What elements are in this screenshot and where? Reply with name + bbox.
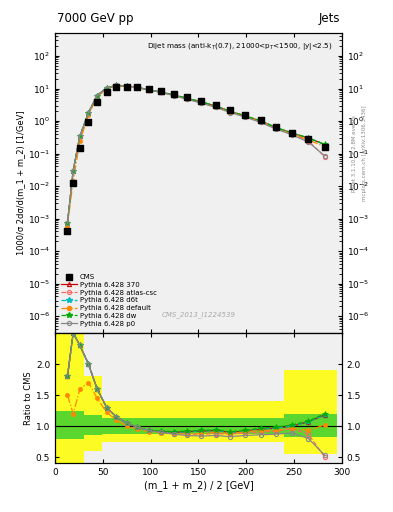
Point bbox=[273, 123, 279, 131]
Point bbox=[198, 97, 204, 105]
Y-axis label: 1000/σ 2dσ/d(m_1 + m_2) [1/GeV]: 1000/σ 2dσ/d(m_1 + m_2) [1/GeV] bbox=[16, 111, 25, 255]
Point bbox=[103, 88, 110, 96]
Point bbox=[158, 87, 164, 95]
Text: Rivet 3.1.10, ≥ 2.8M events: Rivet 3.1.10, ≥ 2.8M events bbox=[352, 115, 357, 192]
Text: Jets: Jets bbox=[318, 11, 340, 25]
Point bbox=[77, 144, 83, 152]
Point bbox=[321, 143, 328, 151]
Legend: CMS, Pythia 6.428 370, Pythia 6.428 atlas-csc, Pythia 6.428 d6t, Pythia 6.428 de: CMS, Pythia 6.428 370, Pythia 6.428 atla… bbox=[61, 274, 157, 327]
Point bbox=[85, 118, 92, 126]
Point bbox=[257, 116, 264, 124]
Point bbox=[305, 135, 312, 143]
Point bbox=[171, 90, 177, 98]
Point bbox=[184, 93, 190, 101]
Point bbox=[145, 84, 152, 93]
Text: CMS_2013_I1224539: CMS_2013_I1224539 bbox=[162, 311, 235, 318]
Point bbox=[70, 179, 76, 187]
Point bbox=[134, 83, 140, 91]
Text: 7000 GeV pp: 7000 GeV pp bbox=[57, 11, 134, 25]
Text: mcplots.cern.ch [arXiv:1306.3436]: mcplots.cern.ch [arXiv:1306.3436] bbox=[362, 106, 367, 201]
Point bbox=[242, 111, 248, 119]
Point bbox=[113, 83, 119, 92]
Point bbox=[94, 98, 100, 106]
Point bbox=[64, 227, 71, 236]
Point bbox=[289, 129, 295, 137]
X-axis label: (m_1 + m_2) / 2 [GeV]: (m_1 + m_2) / 2 [GeV] bbox=[143, 480, 253, 491]
Text: Dijet mass (anti-k$_T$(0.7), 21000<p$_T$<1500, |y|<2.5): Dijet mass (anti-k$_T$(0.7), 21000<p$_T$… bbox=[147, 41, 332, 52]
Point bbox=[124, 82, 130, 91]
Point bbox=[227, 106, 233, 114]
Point bbox=[213, 101, 219, 109]
Y-axis label: Ratio to CMS: Ratio to CMS bbox=[24, 371, 33, 425]
